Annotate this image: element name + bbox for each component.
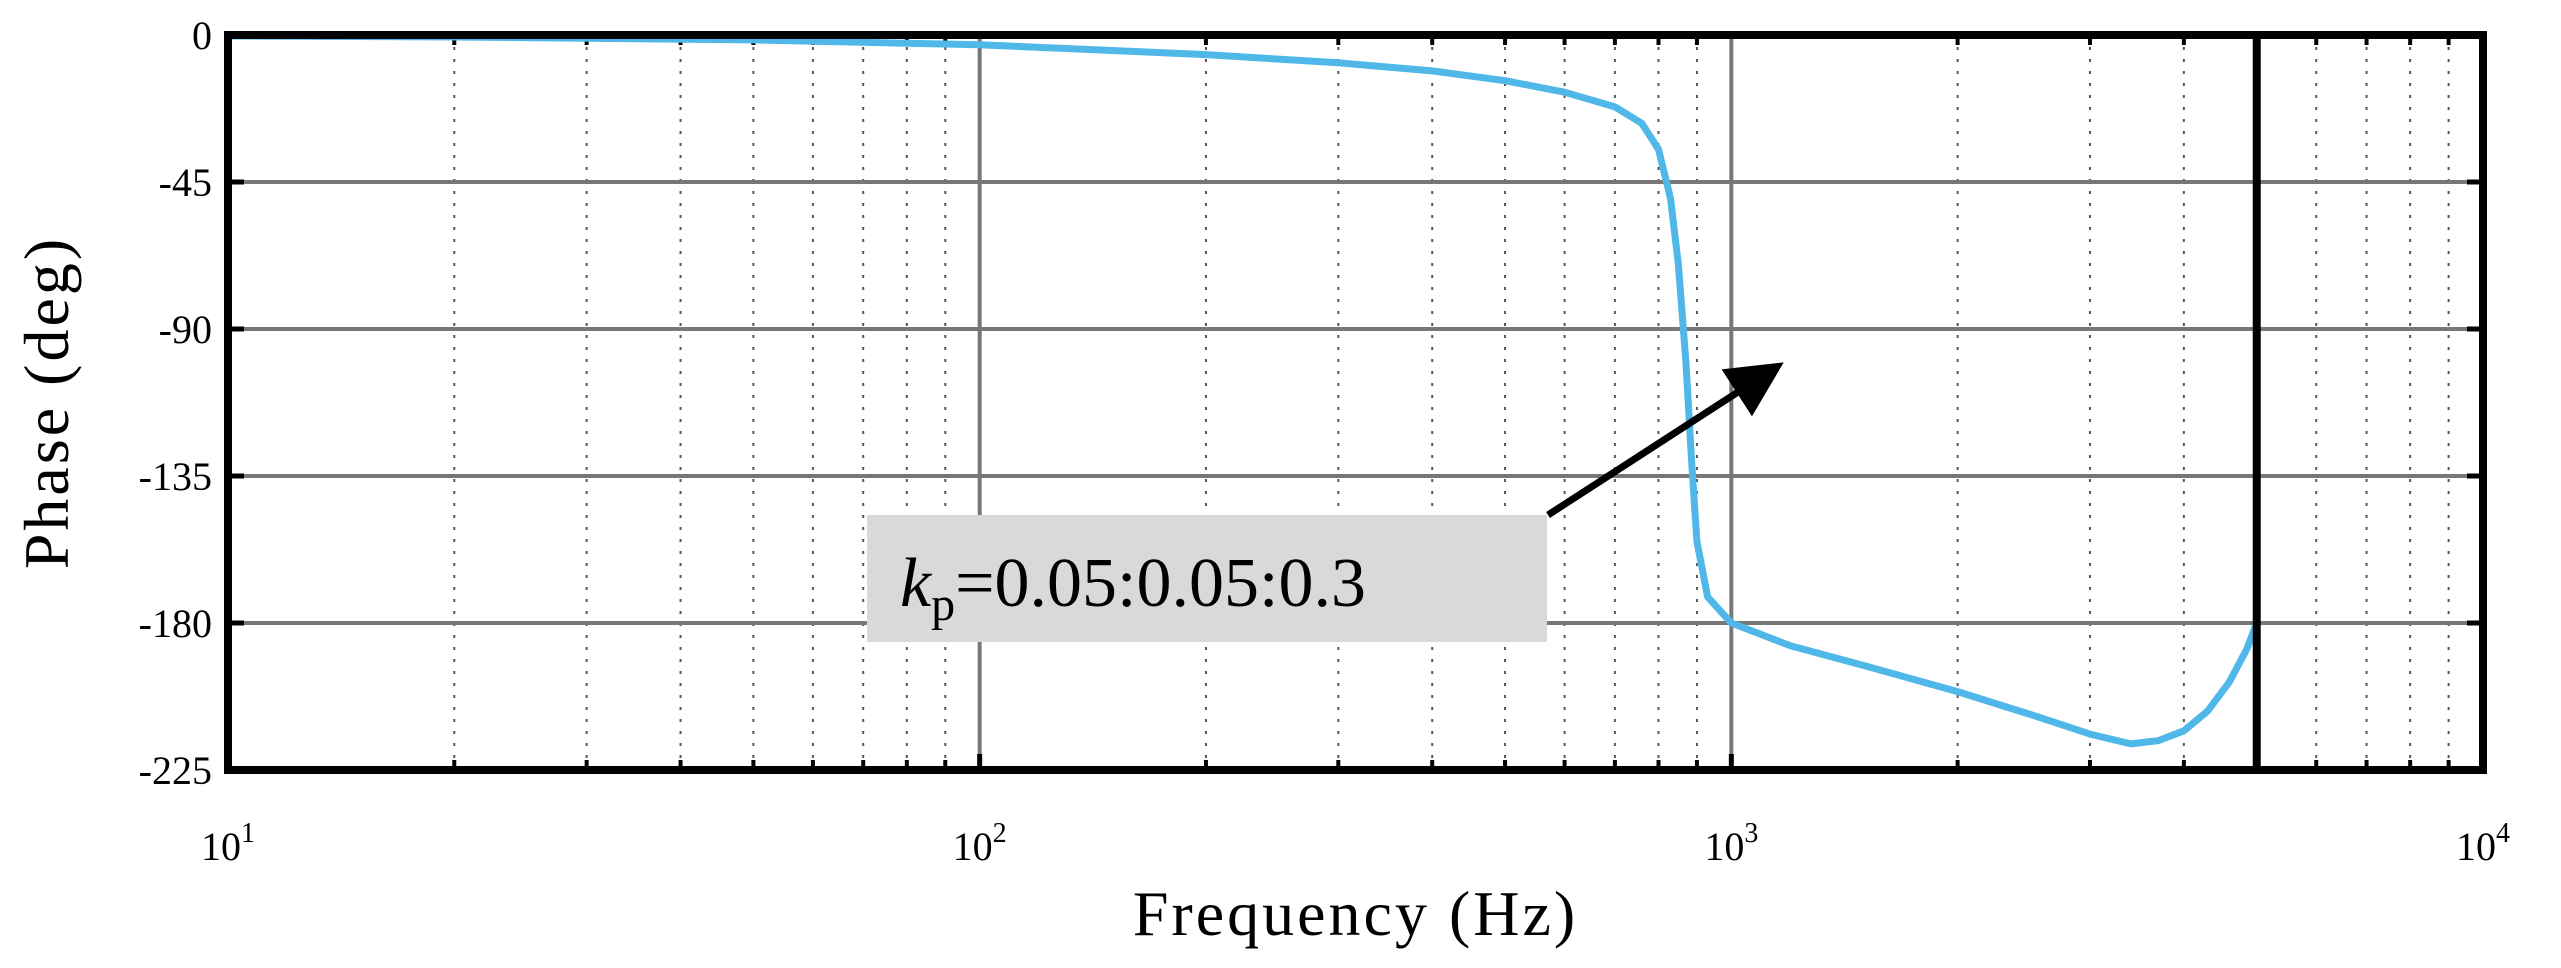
annotation-text: kp=0.05:0.05:0.3 (900, 545, 1366, 631)
x-tick-base: 10 (201, 824, 241, 869)
y-axis-title: Phase (deg) (11, 236, 82, 569)
annotation-arrow (1546, 362, 1784, 518)
x-tick-exponent: 3 (1744, 818, 1758, 849)
x-tick-exponent: 2 (993, 818, 1007, 849)
axis-ticks (225, 32, 2486, 773)
annotation: kp=0.05:0.05:0.3 (867, 362, 1784, 642)
x-tick-label: 103 (1704, 818, 1758, 869)
annotation-range: =0.05:0.05:0.3 (955, 545, 1366, 622)
plot-frame (224, 31, 2487, 774)
x-tick-base: 10 (1704, 824, 1744, 869)
y-tick-label: -45 (159, 160, 212, 205)
y-tick-label: -180 (139, 601, 212, 646)
annotation-box (867, 515, 1547, 642)
grid (226, 33, 2485, 772)
y-tick-label: 0 (192, 13, 212, 58)
y-tick-label: -90 (159, 307, 212, 352)
series-line-phase (224, 32, 2261, 748)
x-tick-label: 104 (2456, 818, 2510, 869)
series-layer (224, 32, 2261, 748)
y-tick-label: -225 (139, 748, 212, 793)
x-tick-label: 101 (201, 818, 255, 869)
x-tick-label: 102 (953, 818, 1007, 869)
x-tick-base: 10 (2456, 824, 2496, 869)
y-tick-label: -135 (139, 454, 212, 499)
annotation-subscript: p (931, 578, 955, 631)
x-tick-base: 10 (953, 824, 993, 869)
x-tick-exponent: 4 (2496, 818, 2510, 849)
x-tick-exponent: 1 (241, 818, 255, 849)
x-axis-title: Frequency (Hz) (1133, 878, 1578, 949)
annotation-k: k (900, 545, 933, 622)
